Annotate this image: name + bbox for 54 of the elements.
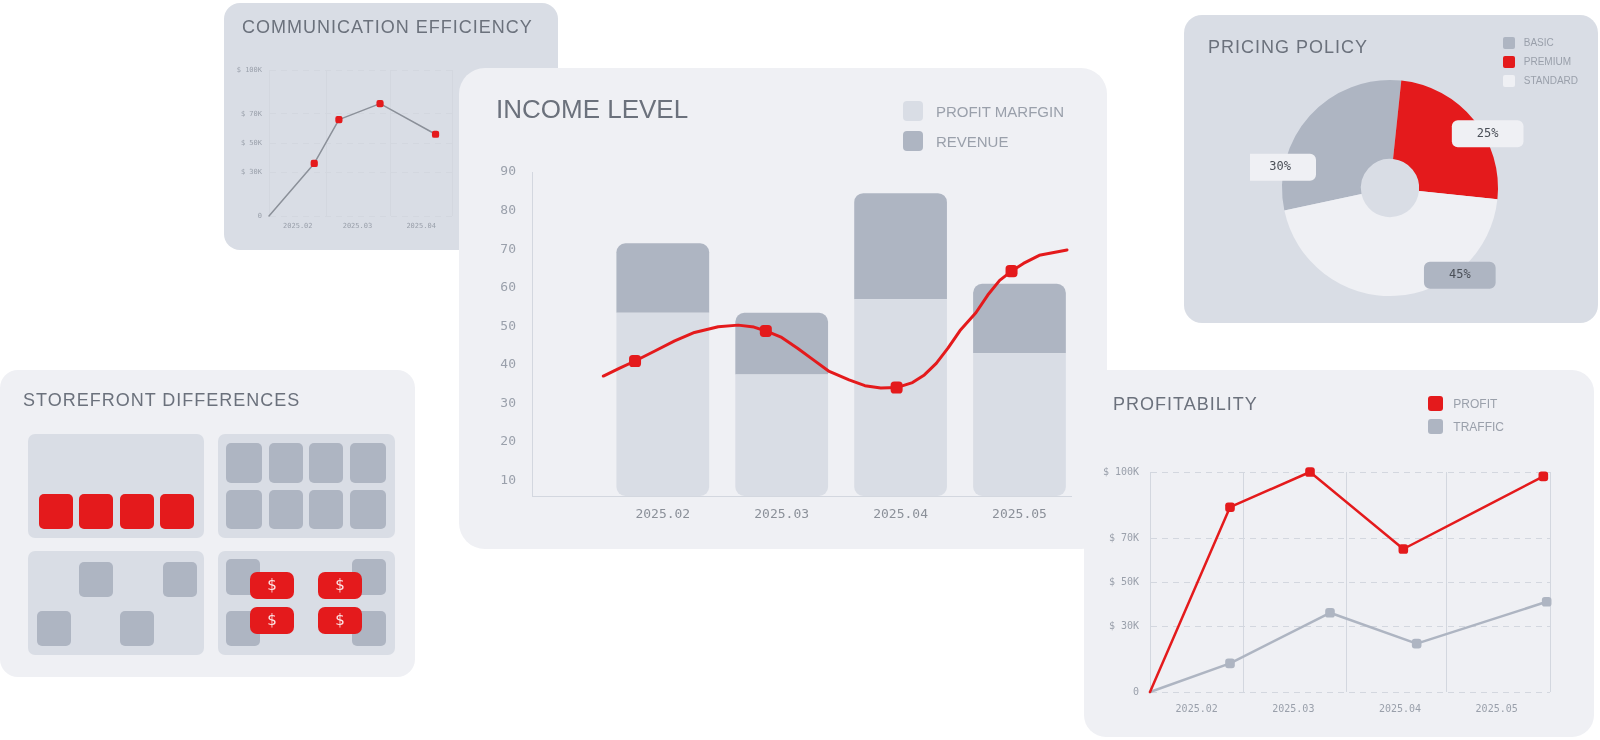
chart-title: PRICING POLICY (1208, 37, 1369, 58)
y-tick-label: 20 (500, 433, 516, 449)
point (310, 159, 318, 168)
point (1538, 471, 1549, 482)
x-tick-label: 2025.05 (992, 506, 1047, 522)
y-tick-label: 10 (500, 471, 516, 487)
point (1305, 467, 1315, 477)
y-tick-label: $ 100K (1102, 465, 1139, 477)
y-tick-label: 80 (500, 201, 516, 217)
x-tick-label: 2025.03 (1272, 702, 1315, 714)
point (376, 99, 384, 108)
data-label: 30% (1269, 159, 1292, 174)
legend-label: REVENUE (935, 132, 1009, 150)
chart-title: PROFITABILITY (1113, 394, 1258, 415)
chart-title: INCOME LEVEL (496, 94, 689, 125)
x-tick-label: 2025.02 (635, 506, 691, 522)
x-tick-label: 2025.03 (754, 506, 810, 522)
y-tick-label: $ 30K (1108, 619, 1139, 631)
legend-label: PROFIT MARFGIN (935, 102, 1064, 120)
y-tick-label: 40 (500, 356, 516, 372)
point (1005, 265, 1018, 278)
legend-label: PROFIT (1453, 396, 1498, 411)
x-tick-label: 2025.05 (1475, 702, 1518, 714)
point (890, 381, 903, 394)
x-tick-label: 2025.04 (873, 506, 929, 522)
y-tick-label: $ 50K (1108, 575, 1139, 587)
legend-label: PREMIUM (1523, 56, 1571, 67)
legend-label: STANDARD (1523, 75, 1578, 86)
y-tick-label: 60 (500, 279, 516, 295)
x-tick-label: 2025.02 (1175, 702, 1218, 714)
y-tick-label: 90 (500, 163, 516, 179)
point (759, 324, 772, 337)
point (335, 116, 343, 124)
point (1411, 638, 1422, 649)
point (1325, 607, 1335, 618)
point (1398, 544, 1409, 554)
y-tick-label: $ 70K (1108, 531, 1139, 543)
text: STOREFRONT DIFFERENCES (23, 390, 301, 411)
y-tick-label: 0 (1132, 685, 1139, 697)
point (629, 354, 642, 368)
legend-label: BASIC (1523, 37, 1554, 48)
point (1541, 596, 1552, 607)
point (431, 130, 440, 138)
chart-title: COMMUNICATION EFFICIENCY (242, 17, 533, 38)
price-tags-panel: $ $ $ $ (218, 551, 395, 655)
data-label: 45% (1448, 267, 1472, 282)
point (1225, 502, 1235, 513)
y-tick-label: 70 (500, 240, 516, 256)
point (1225, 658, 1235, 669)
y-tick-label: 50 (500, 317, 516, 333)
x-tick-label: 2025.04 (1378, 702, 1422, 714)
y-tick-label: 30 (500, 394, 516, 410)
data-label: 25% (1476, 125, 1500, 140)
legend-label: TRAFFIC (1453, 419, 1504, 434)
